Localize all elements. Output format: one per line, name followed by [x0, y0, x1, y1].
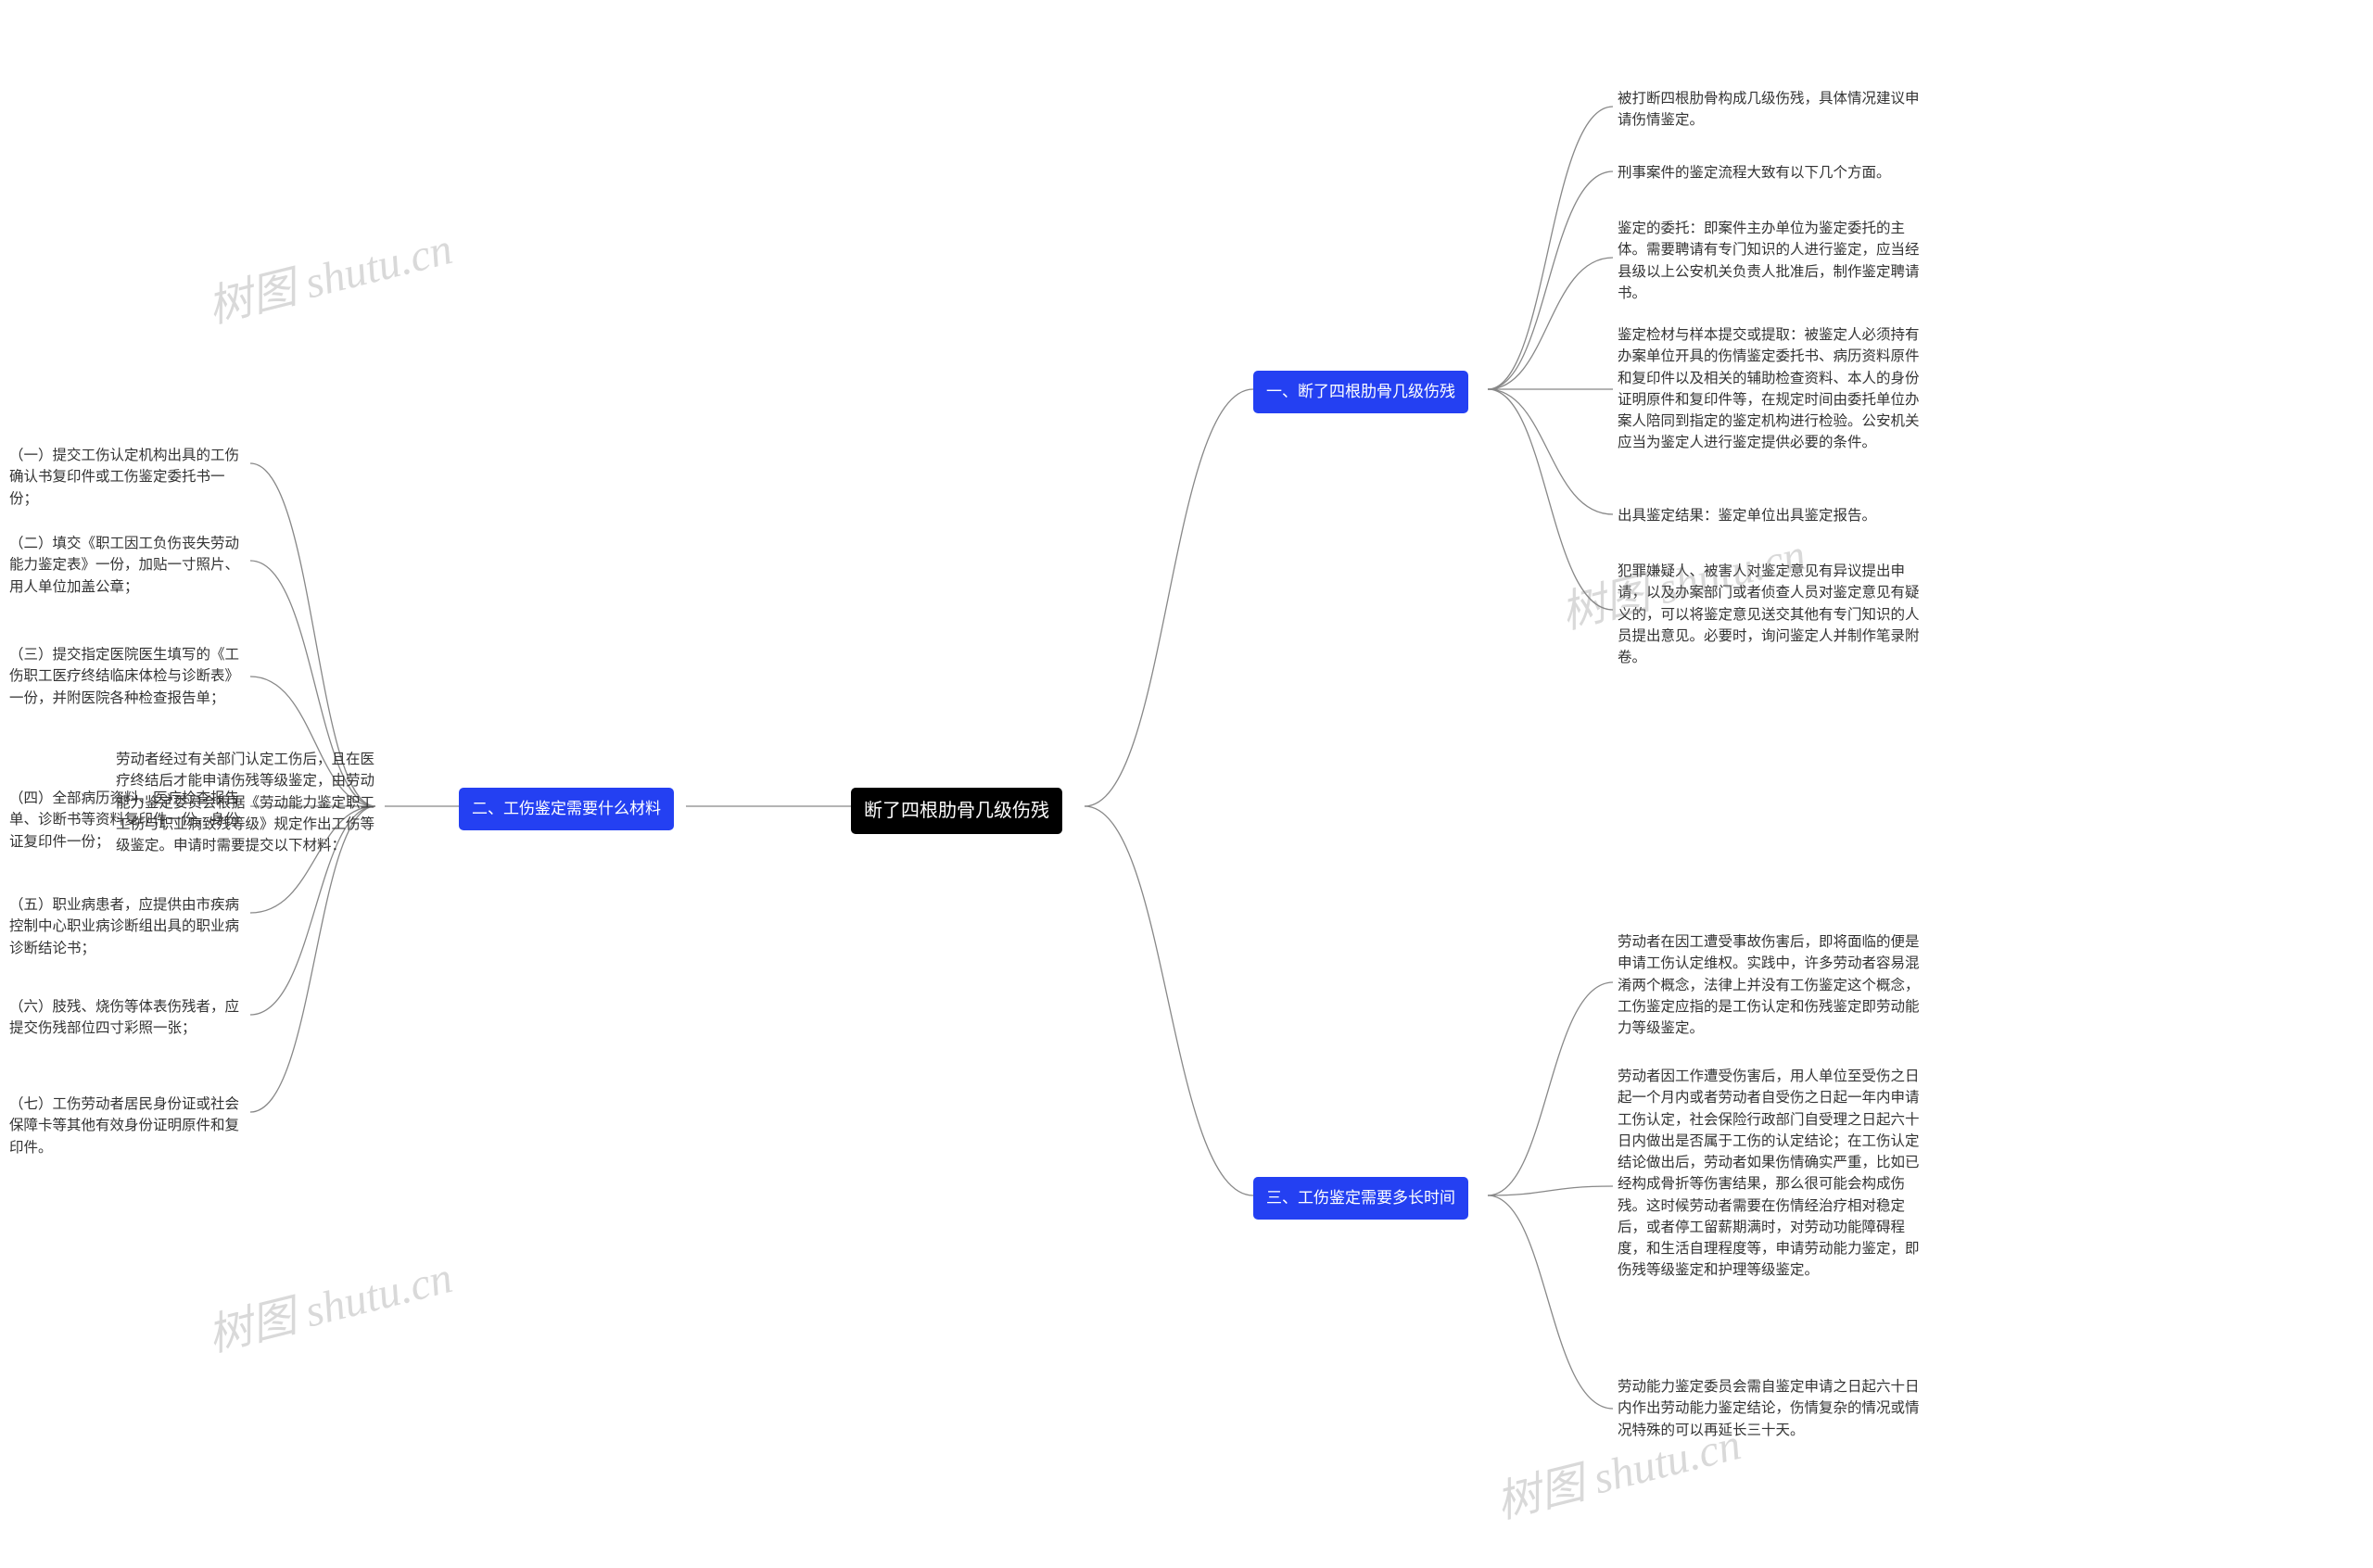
category-two: 二、工伤鉴定需要什么材料 [459, 788, 674, 830]
center-label: 断了四根肋骨几级伤残 [864, 801, 1049, 821]
leaf-two-6: （七）工伤劳动者居民身份证或社会保障卡等其他有效身份证明原件和复印件。 [9, 1094, 250, 1158]
watermark: 树图 shutu.cn [200, 1240, 458, 1363]
category-one: 一、断了四根肋骨几级伤残 [1253, 371, 1468, 413]
leaf-one-1: 刑事案件的鉴定流程大致有以下几个方面。 [1618, 162, 1891, 183]
leaf-one-5: 犯罪嫌疑人、被害人对鉴定意见有异议提出申请，以及办案部门或者侦查人员对鉴定意见有… [1618, 561, 1933, 668]
leaf-two-1: （二）填交《职工因工负伤丧失劳动能力鉴定表》一份，加贴一寸照片、用人单位加盖公章… [9, 533, 250, 598]
leaf-two-0: （一）提交工伤认定机构出具的工伤确认书复印件或工伤鉴定委托书一份； [9, 445, 250, 510]
leaf-three-1: 劳动者因工作遭受伤害后，用人单位至受伤之日起一个月内或者劳动者自受伤之日起一年内… [1618, 1066, 1933, 1282]
leaf-three-2: 劳动能力鉴定委员会需自鉴定申请之日起六十日内作出劳动能力鉴定结论，伤情复杂的情况… [1618, 1376, 1933, 1441]
leaf-one-0: 被打断四根肋骨构成几级伤残，具体情况建议申请伤情鉴定。 [1618, 88, 1933, 132]
leaf-one-4: 出具鉴定结果：鉴定单位出具鉴定报告。 [1618, 505, 1876, 526]
leaf-three-0: 劳动者在因工遭受事故伤害后，即将面临的便是申请工伤认定维权。实践中，许多劳动者容… [1618, 931, 1933, 1039]
leaf-one-2: 鉴定的委托：即案件主办单位为鉴定委托的主体。需要聘请有专门知识的人进行鉴定，应当… [1618, 218, 1933, 304]
leaf-two-2: （三）提交指定医院医生填写的《工伤职工医疗终结临床体检与诊断表》一份，并附医院各… [9, 644, 250, 709]
leaf-two-4: （五）职业病患者，应提供由市疾病控制中心职业病诊断组出具的职业病诊断结论书； [9, 894, 250, 959]
category-three-label: 三、工伤鉴定需要多长时间 [1266, 1189, 1455, 1207]
category-one-label: 一、断了四根肋骨几级伤残 [1266, 383, 1455, 400]
center-node: 断了四根肋骨几级伤残 [851, 788, 1062, 834]
leaf-two-5: （六）肢残、烧伤等体表伤残者，应提交伤残部位四寸彩照一张； [9, 996, 250, 1040]
leaf-two-3: （四）全部病历资料、医疗检查报告单、诊断书等资料复印件一份，身份证复印件一份； [9, 788, 250, 853]
leaf-one-3: 鉴定检材与样本提交或提取：被鉴定人必须持有办案单位开具的伤情鉴定委托书、病历资料… [1618, 324, 1933, 454]
category-two-label: 二、工伤鉴定需要什么材料 [472, 800, 661, 817]
watermark: 树图 shutu.cn [200, 211, 458, 335]
category-three: 三、工伤鉴定需要多长时间 [1253, 1177, 1468, 1220]
